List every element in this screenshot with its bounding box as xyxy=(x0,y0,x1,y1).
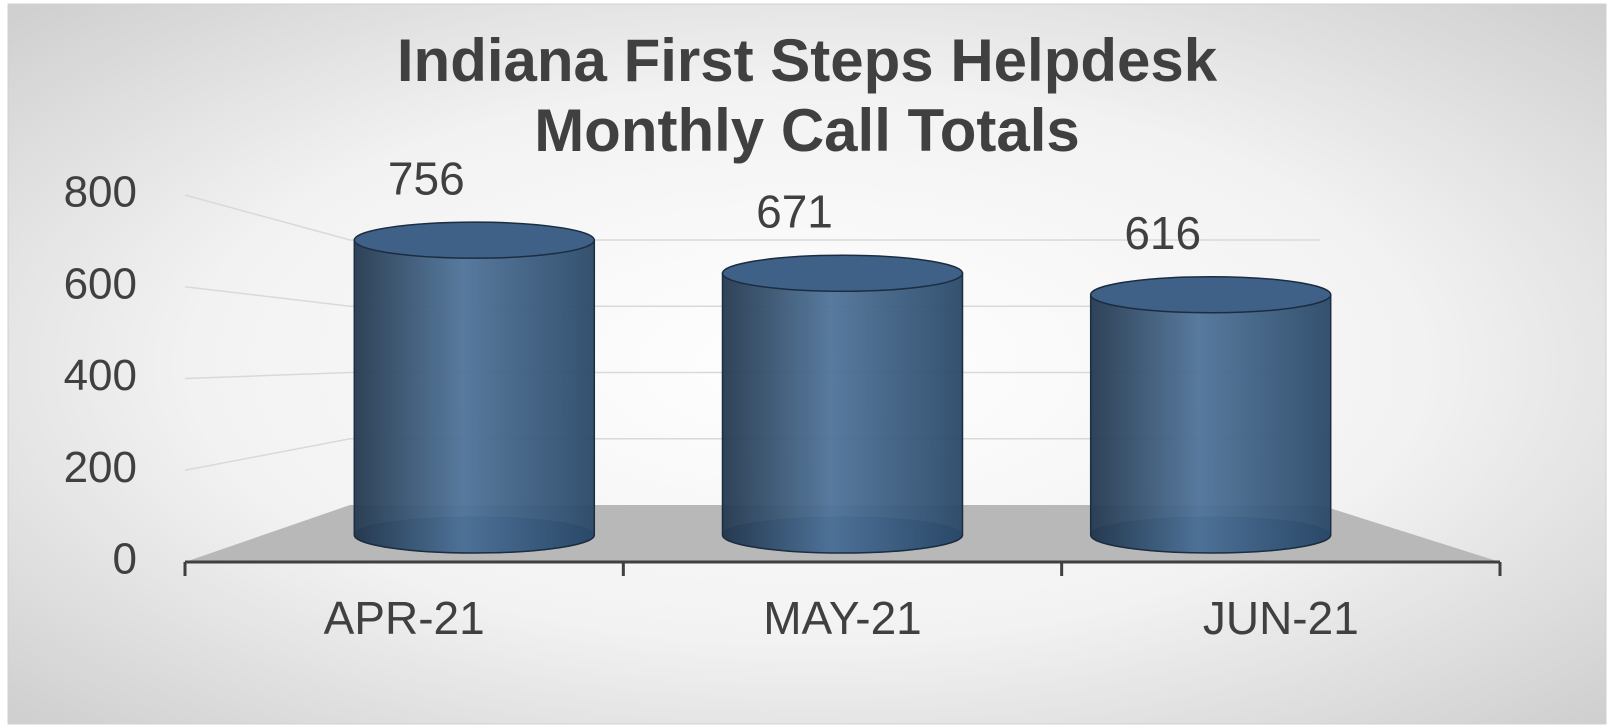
data-label: 616 xyxy=(1124,207,1201,259)
bar xyxy=(721,272,964,554)
cylinder: 616 xyxy=(1089,207,1332,554)
grid-line xyxy=(184,371,1320,380)
y-tick-label: 0 xyxy=(113,535,137,584)
cylinder-top xyxy=(1089,276,1332,314)
x-tick-label: JUN-21 xyxy=(1203,592,1359,644)
y-tick-label: 200 xyxy=(64,443,137,492)
cylinder: 756 xyxy=(353,152,596,554)
data-label: 756 xyxy=(388,152,465,204)
grid-line xyxy=(184,194,1320,241)
grid-line xyxy=(184,286,1320,307)
x-tick-label: APR-21 xyxy=(324,592,485,644)
cylinder-top xyxy=(721,254,964,293)
y-tick-label: 800 xyxy=(64,168,137,217)
bar xyxy=(1089,294,1332,554)
y-tick-label: 600 xyxy=(64,259,137,308)
chart-title: Indiana First Steps Helpdesk Monthly Cal… xyxy=(396,27,1218,164)
data-label: 671 xyxy=(756,185,833,237)
cylinder-top xyxy=(353,221,596,259)
x-tick-label: MAY-21 xyxy=(763,592,922,644)
y-tick-label: 400 xyxy=(64,351,137,400)
cylinder: 671 xyxy=(721,185,964,554)
grid-line xyxy=(184,438,1320,471)
bar xyxy=(353,239,596,554)
